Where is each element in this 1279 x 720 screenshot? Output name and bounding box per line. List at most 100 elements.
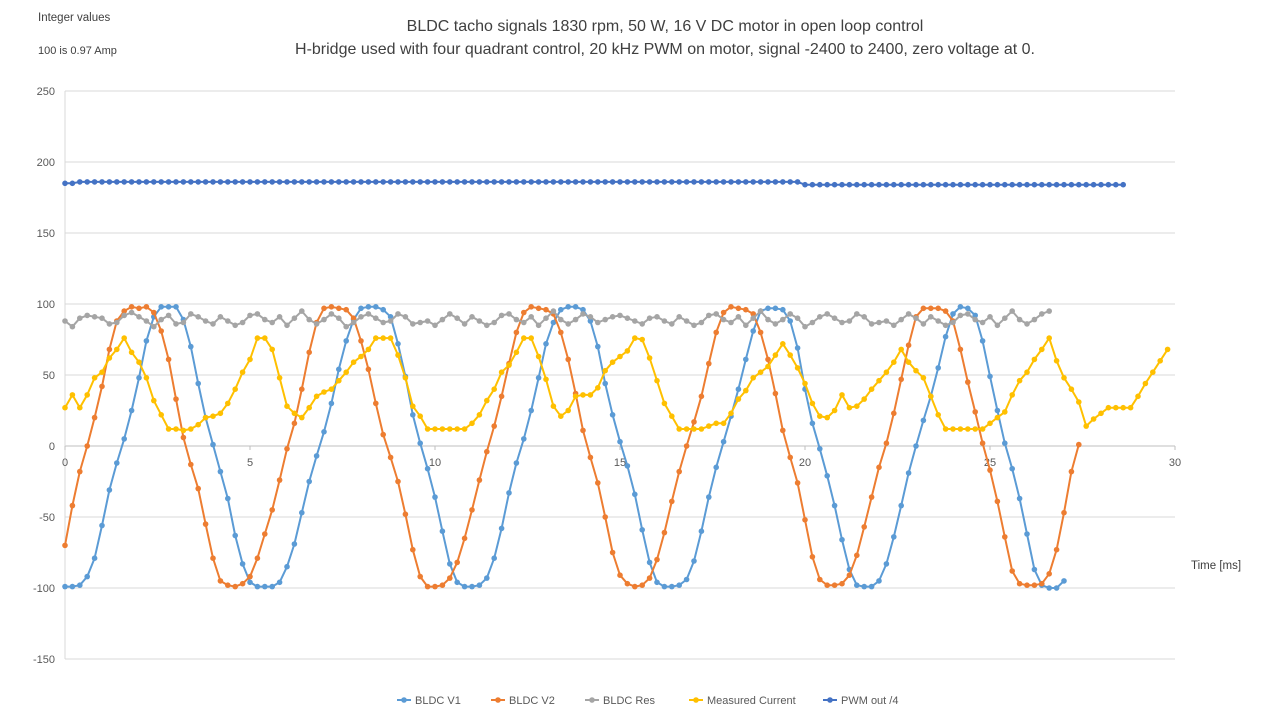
data-point: [410, 321, 416, 327]
legend-swatch-marker: [693, 697, 699, 703]
data-point: [772, 352, 779, 358]
legend-item: PWM out /4: [823, 695, 898, 707]
data-point: [506, 362, 512, 368]
data-point: [476, 477, 483, 483]
data-point: [765, 356, 771, 363]
data-point: [646, 575, 653, 581]
data-point: [373, 304, 379, 310]
data-point: [979, 319, 986, 326]
data-point: [1016, 316, 1023, 323]
data-point: [269, 319, 276, 326]
legend-label: BLDC V2: [509, 695, 555, 707]
data-point: [91, 314, 98, 320]
data-point: [299, 414, 305, 421]
data-point: [247, 573, 253, 580]
data-point: [114, 179, 120, 185]
data-point: [195, 380, 201, 387]
data-point: [765, 316, 771, 323]
data-point: [950, 426, 956, 432]
data-point: [254, 583, 261, 590]
data-point: [624, 463, 631, 469]
data-point: [632, 583, 638, 590]
data-point: [706, 179, 712, 185]
data-point: [965, 181, 971, 188]
data-point: [328, 400, 335, 407]
data-point: [891, 181, 897, 188]
data-point: [743, 387, 749, 394]
data-point: [84, 179, 90, 185]
data-point: [424, 318, 431, 324]
data-point: [173, 321, 179, 327]
data-point: [188, 461, 194, 468]
data-point: [713, 311, 719, 317]
data-point: [128, 179, 135, 185]
data-point: [831, 181, 838, 188]
data-point: [935, 412, 941, 418]
data-point: [114, 460, 120, 466]
legend: BLDC V1 BLDC V2 BLDC Res Measured Current PW…: [397, 695, 898, 707]
data-point: [809, 319, 816, 326]
data-point: [269, 583, 276, 590]
data-point: [1120, 181, 1126, 188]
data-point: [358, 314, 364, 320]
data-point: [580, 427, 586, 434]
data-point: [491, 386, 498, 393]
data-point: [188, 179, 194, 185]
data-point: [84, 573, 90, 580]
data-point: [743, 179, 749, 185]
data-point: [839, 319, 845, 326]
data-point: [565, 407, 571, 414]
data-point: [898, 181, 904, 188]
data-point: [543, 315, 549, 322]
data-point: [876, 578, 882, 584]
data-point: [424, 426, 431, 432]
data-point: [972, 316, 978, 323]
data-point: [602, 380, 608, 387]
data-point: [158, 412, 164, 418]
data-point: [528, 314, 534, 320]
data-point: [535, 305, 542, 312]
data-point: [188, 311, 194, 317]
data-point: [957, 426, 964, 432]
data-point: [232, 386, 238, 393]
data-point: [143, 338, 150, 344]
data-point: [839, 580, 845, 587]
data-point: [343, 179, 350, 185]
data-point: [565, 304, 571, 310]
data-point: [1150, 369, 1156, 376]
data-point: [291, 410, 298, 417]
data-point: [217, 179, 224, 185]
data-point: [195, 179, 201, 185]
data-point: [728, 319, 734, 326]
data-point: [987, 467, 993, 473]
data-point: [691, 426, 697, 432]
data-point: [180, 319, 187, 326]
data-point: [706, 494, 712, 500]
data-point: [639, 527, 645, 533]
data-point: [284, 563, 290, 570]
data-point: [143, 318, 150, 324]
data-point: [935, 318, 941, 324]
data-point: [1046, 308, 1052, 314]
data-point: [669, 498, 675, 505]
data-point: [624, 348, 631, 354]
data-point: [165, 356, 172, 363]
data-point: [121, 308, 127, 314]
data-point: [225, 495, 231, 502]
data-point: [143, 179, 150, 185]
data-point: [239, 580, 246, 587]
data-point: [62, 180, 68, 187]
data-point: [817, 576, 823, 583]
data-point: [217, 410, 224, 417]
data-point: [587, 454, 594, 461]
data-point: [609, 179, 616, 185]
data-point: [69, 583, 76, 590]
data-point: [1046, 585, 1052, 591]
data-point: [580, 311, 586, 317]
data-point: [528, 304, 534, 310]
data-point: [905, 359, 912, 366]
y-tick-label: 250: [37, 86, 55, 98]
data-point: [284, 446, 290, 452]
data-point: [262, 179, 268, 185]
data-point: [424, 179, 431, 185]
